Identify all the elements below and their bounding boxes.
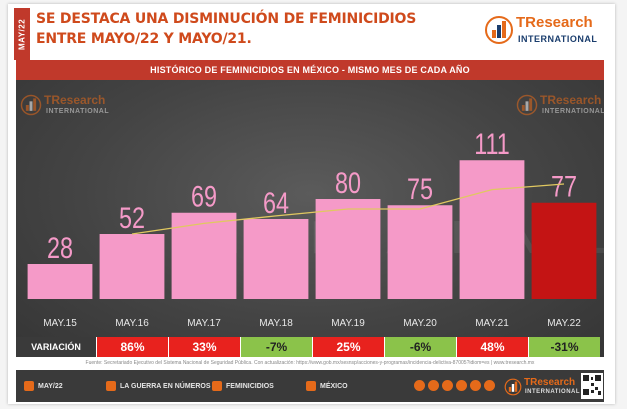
calendar-icon (24, 381, 34, 391)
bar (459, 160, 525, 299)
footer-item-label: MAY/22 (38, 382, 63, 390)
bar-value-label: 52 (119, 201, 145, 234)
footer-bar: MAY/22 LA GUERRA EN NÚMEROS FEMINICIDIOS… (16, 370, 604, 402)
x-tick-label: MAY.20 (403, 318, 437, 329)
bar-value-label: 75 (407, 172, 433, 205)
logo-bars-icon (504, 378, 522, 396)
bar-value-label: 111 (474, 127, 510, 160)
facebook-icon[interactable] (456, 380, 467, 391)
footer-item-mexico[interactable]: MÉXICO (306, 381, 348, 391)
variation-cell: -7% (240, 337, 312, 357)
x-tick-label: MAY.15 (43, 318, 77, 329)
footer-item-femicides[interactable]: FEMINICIDIOS (212, 381, 274, 391)
bar-value-label: 64 (263, 186, 289, 219)
brand-logo: TResearch INTERNATIONAL (484, 10, 600, 50)
variation-cell: -31% (528, 337, 600, 357)
chart-icon (106, 381, 116, 391)
logo-bars-icon (516, 94, 538, 116)
bar-value-label: 28 (47, 231, 73, 264)
instagram-icon[interactable] (414, 380, 425, 391)
footer-item-date[interactable]: MAY/22 (24, 381, 63, 391)
bar-value-label: 80 (335, 166, 361, 199)
person-icon (212, 381, 222, 391)
bar (315, 199, 381, 299)
map-pin-icon (306, 381, 316, 391)
x-tick-label: MAY.21 (475, 318, 509, 329)
logo-subtext: INTERNATIONAL (518, 34, 598, 44)
watermark-logo-left: TResearch INTERNATIONAL (20, 90, 110, 120)
footer-item-label: LA GUERRA EN NÚMEROS (120, 382, 211, 390)
bar (531, 202, 597, 299)
web-icon[interactable] (428, 380, 439, 391)
footer-item-label: FEMINICIDIOS (226, 382, 274, 390)
youtube-icon[interactable] (442, 380, 453, 391)
bar (171, 212, 237, 299)
variation-cell: 25% (312, 337, 384, 357)
watermark-subtext: INTERNATIONAL (46, 108, 110, 115)
variation-label: VARIACIÓN (16, 337, 96, 357)
watermark-wordmark: TResearch (44, 93, 106, 107)
variation-cell: 33% (168, 337, 240, 357)
bar-value-label: 77 (551, 170, 577, 203)
bar-chart: 28 MAY.15 52 MAY.16 69 MAY.17 64 MAY.18 80 MAY.19… (27, 127, 597, 329)
watermark-subtext: INTERNATIONAL (542, 108, 606, 115)
logo-bars-icon (20, 94, 42, 116)
bar (99, 234, 165, 299)
footer-logo-wordmark: TResearch (524, 377, 576, 388)
linkedin-icon[interactable] (484, 380, 495, 391)
watermark-wordmark: TResearch (540, 93, 602, 107)
x-tick-label: MAY.17 (187, 318, 221, 329)
variation-cell: 48% (456, 337, 528, 357)
variation-cell: -6% (384, 337, 456, 357)
twitter-icon[interactable] (470, 380, 481, 391)
bar (243, 219, 309, 299)
footer-logo: TResearch INTERNATIONAL (504, 374, 580, 400)
bar-value-label: 69 (191, 180, 217, 213)
logo-bars-icon (485, 16, 513, 44)
chart-subtitle: HISTÓRICO DE FEMINICIDIOS EN MÉXICO - MI… (16, 60, 604, 80)
footer-item-war-numbers[interactable]: LA GUERRA EN NÚMEROS (106, 381, 210, 391)
footer-logo-subtext: INTERNATIONAL (525, 389, 581, 395)
trend-line (131, 183, 565, 235)
x-tick-label: MAY.22 (547, 318, 581, 329)
footer-item-label: MÉXICO (320, 382, 348, 390)
variation-row: VARIACIÓN 86% 33% -7% 25% -6% 48% -31% (16, 337, 604, 357)
bar (387, 205, 453, 299)
bar (27, 264, 93, 299)
watermark-logo-right: TResearch INTERNATIONAL (516, 90, 606, 120)
source-note: Fuente: Secretariado Ejecutivo del Siste… (85, 360, 535, 366)
page-title: SE DESTACA UNA DISMINUCIÓN DE FEMINICIDI… (36, 11, 417, 47)
qr-code-icon[interactable] (581, 373, 603, 399)
x-tick-label: MAY.18 (259, 318, 293, 329)
side-date-tab: MAY/22 (14, 8, 30, 60)
logo-wordmark: TResearch (516, 14, 593, 31)
x-tick-label: MAY.19 (331, 318, 365, 329)
x-tick-label: MAY.16 (115, 318, 149, 329)
variation-cell: 86% (96, 337, 168, 357)
